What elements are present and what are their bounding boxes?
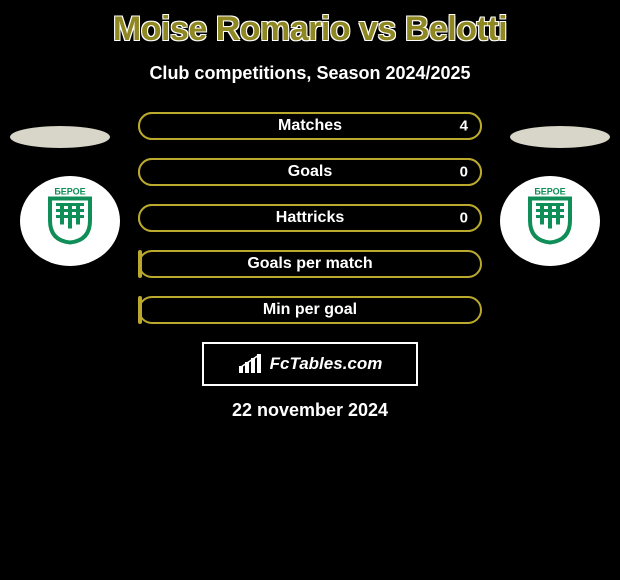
stat-value-right: 0 [460, 210, 468, 227]
watermark-text: FcTables.com [270, 354, 383, 374]
comparison-card: Moise Romario vs Belotti Club competitio… [0, 0, 620, 421]
stat-row: Min per goal [138, 296, 482, 324]
page-title: Moise Romario vs Belotti [0, 10, 620, 49]
stat-label: Hattricks [276, 209, 344, 227]
stat-row: Goals per match [138, 250, 482, 278]
watermark: FcTables.com [202, 342, 418, 386]
stat-label: Min per goal [263, 301, 357, 319]
stats-panel: Matches 4 Goals 0 Hattricks 0 Goals per match M… [0, 112, 620, 324]
date: 22 november 2024 [0, 400, 620, 421]
page-subtitle: Club competitions, Season 2024/2025 [0, 63, 620, 84]
stat-row: Hattricks 0 [138, 204, 482, 232]
stat-bar-fill [138, 296, 142, 324]
stat-label: Goals [288, 163, 332, 181]
stat-label: Matches [278, 117, 342, 135]
bars-icon [238, 354, 266, 374]
stat-label: Goals per match [247, 255, 372, 273]
stat-row: Matches 4 [138, 112, 482, 140]
stat-value-right: 4 [460, 118, 468, 135]
stat-row: Goals 0 [138, 158, 482, 186]
stat-value-right: 0 [460, 164, 468, 181]
stat-bar-fill [138, 250, 142, 278]
